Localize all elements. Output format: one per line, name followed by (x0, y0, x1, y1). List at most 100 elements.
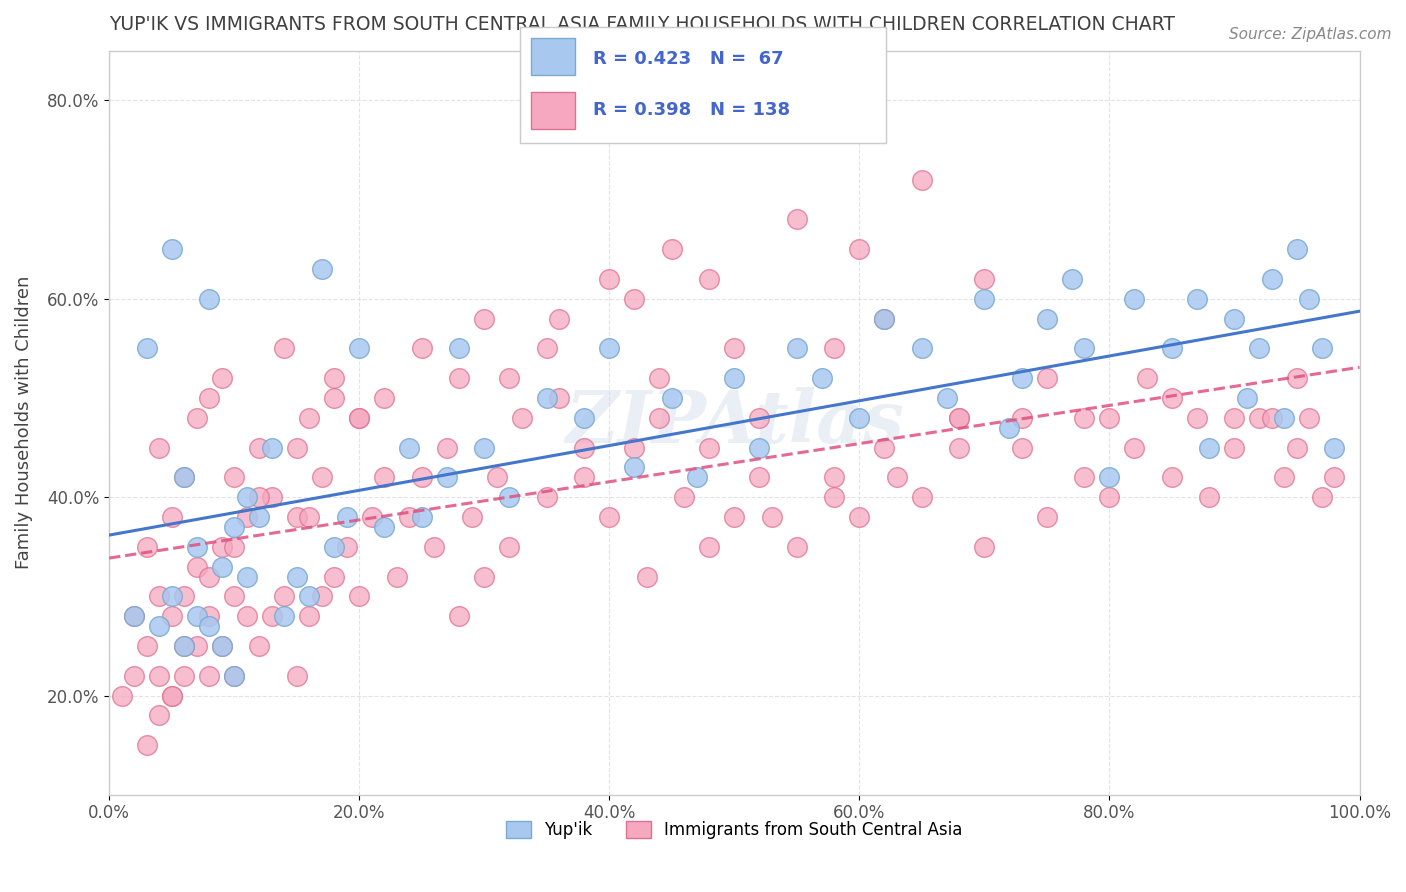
Point (224, 470, 246, 484)
Point (1011, 371, 1033, 385)
Point (1310, 490, 1333, 504)
Point (347, 590, 370, 604)
Point (498, 490, 520, 504)
Point (436, 470, 458, 484)
Point (160, 609, 183, 624)
Point (247, 639, 270, 653)
Point (973, 272, 995, 286)
Point (498, 540, 520, 554)
Point (1198, 490, 1220, 504)
Point (186, 540, 208, 554)
Point (786, 342, 808, 356)
Point (761, 510, 783, 524)
Point (186, 609, 208, 624)
Point (173, 639, 195, 653)
Point (873, 311, 896, 326)
Point (574, 441, 596, 455)
Point (823, 490, 845, 504)
Point (273, 609, 295, 624)
Point (648, 371, 671, 385)
Point (623, 292, 645, 306)
Point (135, 639, 157, 653)
Point (260, 441, 283, 455)
Point (623, 460, 645, 475)
Point (1073, 342, 1095, 356)
Point (498, 371, 520, 385)
Point (173, 639, 195, 653)
Point (973, 540, 995, 554)
Point (1249, 342, 1271, 356)
Text: Source: ZipAtlas.com: Source: ZipAtlas.com (1229, 27, 1392, 42)
Point (411, 470, 433, 484)
Text: R = 0.423   N =  67: R = 0.423 N = 67 (593, 50, 785, 68)
Point (173, 470, 195, 484)
Point (536, 391, 558, 405)
Point (948, 410, 970, 425)
Point (235, 510, 257, 524)
Point (323, 391, 346, 405)
Point (823, 342, 845, 356)
Point (1073, 410, 1095, 425)
Point (198, 619, 221, 633)
Point (723, 371, 745, 385)
Point (548, 311, 571, 326)
Point (360, 510, 382, 524)
Point (135, 342, 157, 356)
Point (1161, 470, 1184, 484)
Point (1249, 410, 1271, 425)
Point (186, 410, 208, 425)
Point (247, 441, 270, 455)
Point (260, 609, 283, 624)
Point (1123, 441, 1146, 455)
Point (1236, 391, 1258, 405)
Point (786, 212, 808, 227)
Point (1011, 441, 1033, 455)
Point (285, 668, 308, 682)
Point (472, 311, 495, 326)
Point (873, 441, 896, 455)
Point (323, 371, 346, 385)
Point (1098, 470, 1121, 484)
Point (347, 410, 370, 425)
Point (211, 371, 233, 385)
Point (198, 569, 221, 583)
Point (472, 441, 495, 455)
Point (347, 410, 370, 425)
Point (160, 689, 183, 703)
Point (336, 510, 359, 524)
Point (948, 410, 970, 425)
Point (247, 490, 270, 504)
Point (186, 639, 208, 653)
Point (148, 619, 170, 633)
Point (411, 510, 433, 524)
Point (173, 590, 195, 604)
Point (1185, 410, 1208, 425)
Point (148, 441, 170, 455)
Point (973, 292, 995, 306)
Point (173, 668, 195, 682)
Point (1323, 441, 1346, 455)
Point (1298, 410, 1320, 425)
Point (411, 342, 433, 356)
Point (623, 441, 645, 455)
Point (748, 410, 770, 425)
Point (298, 410, 321, 425)
Point (948, 441, 970, 455)
Point (224, 540, 246, 554)
Point (673, 490, 696, 504)
Point (1323, 470, 1346, 484)
Point (449, 342, 471, 356)
Point (235, 609, 257, 624)
Point (160, 242, 183, 256)
Point (311, 262, 333, 277)
Point (122, 609, 145, 624)
Point (510, 410, 533, 425)
Point (449, 609, 471, 624)
Point (122, 668, 145, 682)
Point (160, 689, 183, 703)
Point (373, 470, 395, 484)
Point (686, 470, 709, 484)
Point (211, 540, 233, 554)
Point (385, 569, 408, 583)
Point (935, 391, 957, 405)
